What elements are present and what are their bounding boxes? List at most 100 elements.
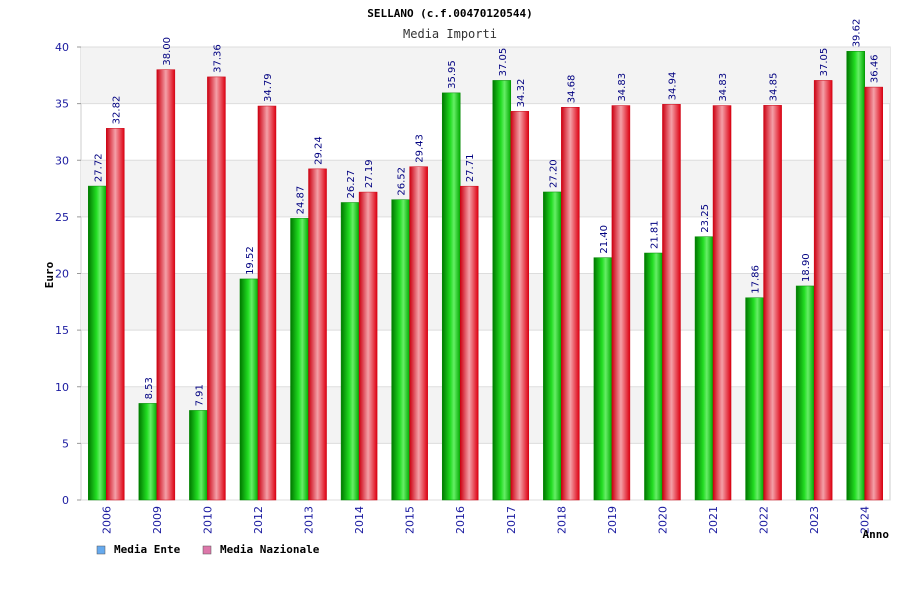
data-label: 34.85 [769,73,780,102]
data-label: 21.40 [599,225,610,254]
x-tick-label: 2023 [808,506,821,534]
data-label: 27.72 [93,153,104,182]
bar-media-ente-2018 [543,191,562,501]
x-tick-label: 2018 [555,506,568,534]
bar-media-nazionale-2012 [257,105,277,501]
bar-media-nazionale-2017 [510,111,530,501]
data-label: 29.43 [415,134,426,163]
legend-swatch-media-nazionale [202,545,212,555]
x-tick-label: 2013 [303,506,316,534]
bar-media-ente-2017 [492,80,512,501]
legend-swatch-media-ente [96,545,106,555]
data-label: 27.71 [465,154,476,183]
x-tick-label: 2010 [201,506,214,534]
data-label: 26.27 [346,170,357,199]
bar-media-nazionale-2006 [106,128,125,501]
x-tick-label: 2019 [606,506,619,534]
data-label: 7.91 [194,384,205,406]
y-tick-label: 35 [55,98,69,111]
legend-label-media-nazionale: Media Nazionale [220,543,320,556]
bar-media-ente-2012 [239,278,259,501]
x-tick-label: 2016 [454,506,467,534]
bar-media-nazionale-2015 [409,166,428,501]
bar-media-nazionale-2023 [813,80,833,501]
data-labels-group: 27.72 32.82 8.53 38.00 7.91 37.36 19.52 34.79 24… [93,19,880,407]
bar-media-ente-2014 [340,202,360,501]
bar-media-ente-2022 [745,297,764,501]
data-label: 34.79 [263,73,274,102]
bar-media-ente-2013 [290,218,309,501]
y-tick-label: 30 [55,154,69,167]
bar-media-ente-2010 [189,410,208,501]
y-tick-label: 20 [55,268,69,281]
y-tick-label: 25 [55,211,69,224]
data-label: 35.95 [447,60,458,89]
x-tick-label: 2020 [656,506,669,534]
data-label: 38.00 [162,37,173,66]
bar-media-nazionale-2016 [459,185,479,501]
bar-media-nazionale-2014 [358,191,378,501]
x-tick-label: 2012 [252,506,265,534]
x-tick-label: 2021 [707,506,720,534]
bar-media-ente-2009 [138,403,158,501]
data-label: 17.86 [751,265,762,294]
data-label: 26.52 [397,167,408,196]
x-tick-label: 2014 [353,506,366,534]
chart-subtitle: Media Importi [403,27,497,41]
bar-media-ente-2021 [694,236,714,501]
data-label: 32.82 [111,96,122,125]
x-tick-labels: 2006 2009 2010 2012 2013 2014 2015 2016 2017 2018… [100,506,871,534]
y-tick-label: 40 [55,41,69,54]
bar-media-nazionale-2010 [207,76,226,501]
data-label: 27.19 [364,159,375,188]
legend: Media Ente Media Nazionale [96,543,320,556]
data-label: 19.52 [245,246,256,275]
y-tick-label: 5 [62,437,69,450]
data-label: 18.90 [801,253,812,282]
data-label: 34.83 [718,73,729,102]
data-label: 37.05 [819,48,830,77]
data-label: 37.05 [498,48,509,77]
data-label: 34.94 [667,72,678,101]
bar-media-ente-2006 [88,185,107,501]
legend-label-media-ente: Media Ente [114,543,181,556]
y-tick-label: 15 [55,324,69,337]
bar-media-nazionale-2019 [611,105,631,501]
data-label: 27.20 [548,159,559,188]
y-tick-label: 0 [62,494,69,507]
x-tick-label: 2009 [151,506,164,534]
data-label: 21.81 [649,220,660,249]
bar-media-ente-2023 [795,285,815,501]
x-tick-label: 2024 [859,506,872,534]
bars-group [88,51,883,501]
x-axis-label: Anno [863,528,890,541]
data-label: 34.83 [617,73,628,102]
bar-media-ente-2016 [441,92,461,501]
bar-media-nazionale-2024 [864,86,883,501]
chart-title: SELLANO (c.f.00470120544) [367,7,533,20]
data-label: 34.68 [566,75,577,104]
data-label: 29.24 [314,136,325,165]
bar-media-nazionale-2013 [308,168,327,501]
x-tick-label: 2006 [100,506,113,534]
bar-media-ente-2015 [391,199,410,501]
data-label: 37.36 [212,44,223,73]
data-label: 39.62 [852,19,863,48]
data-label: 24.87 [296,186,307,215]
bar-media-nazionale-2022 [763,105,782,501]
data-label: 36.46 [870,54,881,83]
x-tick-label: 2015 [404,506,417,534]
bar-media-ente-2020 [644,252,663,501]
y-tick-labels: 0 5 10 15 20 25 30 35 40 [55,41,69,507]
data-label: 23.25 [700,204,711,233]
bar-media-nazionale-2020 [662,104,681,501]
data-label: 34.32 [516,79,527,108]
data-label: 8.53 [144,377,155,399]
x-tick-label: 2017 [505,506,518,534]
y-axis-label: Euro [43,261,56,288]
bar-media-nazionale-2009 [156,69,176,501]
bar-media-ente-2019 [593,257,613,501]
y-tick-label: 10 [55,381,69,394]
bar-media-nazionale-2021 [712,105,732,501]
